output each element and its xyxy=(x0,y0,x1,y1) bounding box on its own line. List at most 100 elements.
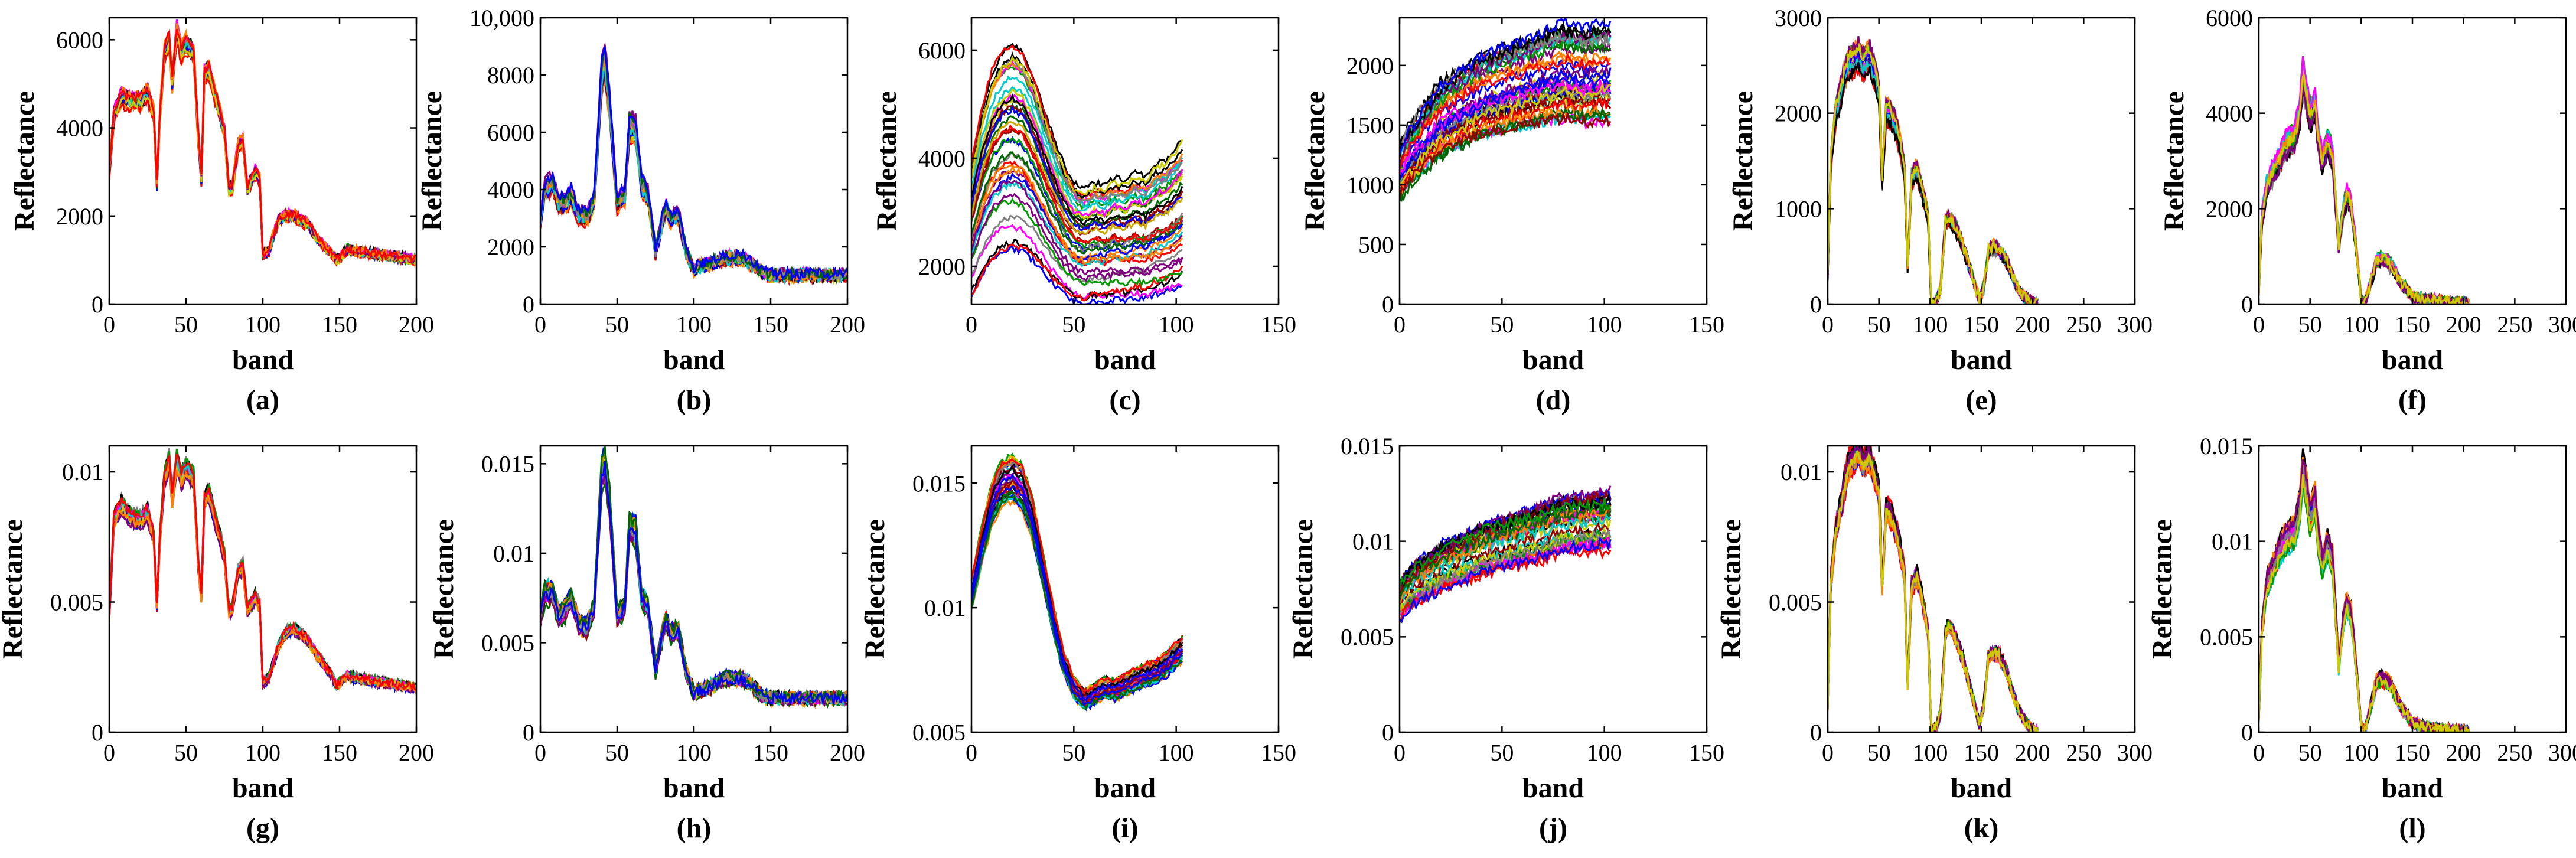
y-tick-label: 0.005 xyxy=(1341,624,1394,650)
y-tick-label: 10,000 xyxy=(469,5,534,31)
series-line xyxy=(1828,446,2038,732)
x-tick-label: 100 xyxy=(1912,739,1948,766)
y-tick-label: 0 xyxy=(92,291,103,318)
series-line xyxy=(540,456,847,706)
panel-f: 0 50 100 150 200 250 300 0 2000 4000 6000 band Refle… xyxy=(2158,5,2576,416)
series-group xyxy=(1828,446,2039,732)
panel-label: (i) xyxy=(1111,813,1138,844)
series-line xyxy=(540,464,847,706)
x-tick-label: 150 xyxy=(1964,311,1999,338)
x-tick-label: 100 xyxy=(1159,739,1194,766)
y-tick-label: 0.01 xyxy=(1352,528,1394,555)
y-tick-label: 6000 xyxy=(56,27,103,53)
x-tick-label: 50 xyxy=(1490,311,1514,338)
series-line xyxy=(971,459,1183,696)
y-tick-label: 3000 xyxy=(1775,5,1822,31)
y-axis-label: Reflectance xyxy=(9,91,40,231)
series-line xyxy=(971,494,1183,711)
series-line xyxy=(540,455,847,706)
series-line xyxy=(540,63,847,285)
series-line xyxy=(971,151,1183,255)
series-line xyxy=(2259,56,2470,304)
series-line xyxy=(540,50,847,283)
x-tick-label: 200 xyxy=(399,739,434,766)
panel-h: 0 50 100 150 200 0 0.005 0.01 0.015 band Reflectan… xyxy=(428,445,865,844)
y-tick-label: 2000 xyxy=(2206,195,2253,222)
series-line xyxy=(540,459,847,706)
y-tick-label: 0.005 xyxy=(1769,589,1822,616)
series-line xyxy=(540,48,847,280)
series-line xyxy=(540,446,847,706)
x-axis-label: band xyxy=(663,772,725,804)
x-tick-label: 0 xyxy=(2253,739,2265,766)
series-line xyxy=(540,450,847,704)
series-line xyxy=(540,80,847,286)
series-line xyxy=(971,224,1183,300)
x-axis-label: band xyxy=(2382,772,2443,804)
series-line xyxy=(540,458,847,706)
y-tick-label: 0 xyxy=(523,291,534,318)
x-axis-label: band xyxy=(1951,772,2012,804)
panel-label: (b) xyxy=(677,384,712,416)
series-line xyxy=(1400,536,1612,624)
series-line xyxy=(1400,82,1611,185)
series-line xyxy=(1400,82,1611,176)
series-line xyxy=(1828,450,2039,732)
y-axis-label: Reflectance xyxy=(1299,91,1331,231)
panel-label: (a) xyxy=(246,384,279,416)
series-line xyxy=(2259,81,2470,304)
series-group xyxy=(540,42,847,286)
x-tick-label: 100 xyxy=(676,311,712,338)
series-line xyxy=(971,86,1183,212)
series-line xyxy=(1400,111,1612,200)
x-axis-label: band xyxy=(232,772,294,804)
x-tick-label: 150 xyxy=(2395,739,2430,766)
series-line xyxy=(971,485,1183,707)
series-line xyxy=(971,55,1183,195)
series-line xyxy=(1828,446,2039,732)
series-line xyxy=(2259,74,2470,304)
x-tick-label: 50 xyxy=(174,739,198,766)
x-tick-label: 0 xyxy=(966,739,977,766)
x-tick-label: 250 xyxy=(2066,739,2101,766)
y-tick-label: 0.01 xyxy=(924,595,966,621)
series-line xyxy=(540,73,847,285)
series-line xyxy=(2259,76,2470,304)
y-tick-label: 0.01 xyxy=(2212,528,2253,555)
panel-c: 0 50 100 150 2000 4000 6000 band Reflectance (c) xyxy=(871,17,1296,416)
axes-frame xyxy=(539,17,849,305)
series-line xyxy=(1828,43,2039,304)
y-tick-label: 0.015 xyxy=(2200,433,2253,459)
x-tick-label: 200 xyxy=(399,311,434,338)
x-tick-label: 50 xyxy=(1062,739,1085,766)
series-line xyxy=(2259,63,2470,304)
axes-frame xyxy=(970,17,1280,305)
y-axis-label: Reflectance xyxy=(416,91,448,231)
x-tick-label: 50 xyxy=(1867,311,1891,338)
y-tick-label: 0 xyxy=(2241,291,2253,318)
x-tick-label: 50 xyxy=(605,311,629,338)
series-line xyxy=(540,65,847,285)
x-tick-label: 200 xyxy=(2446,739,2482,766)
series-group xyxy=(971,42,1183,304)
series-line xyxy=(2259,459,2470,732)
x-tick-label: 0 xyxy=(103,739,115,766)
y-axis-label: Reflectance xyxy=(2158,91,2190,231)
panel-i: 0 50 100 150 0.005 0.01 0.015 band Reflectance (i… xyxy=(859,445,1296,844)
series-line xyxy=(1828,446,2039,732)
x-tick-label: 150 xyxy=(753,739,788,766)
series-line xyxy=(971,124,1183,244)
series-line xyxy=(109,453,416,691)
series-line xyxy=(540,58,847,285)
series-line xyxy=(540,55,847,284)
panel-l: 0 50 100 150 200 250 300 0 0.005 0.01 0.015 band Ref… xyxy=(2147,433,2576,844)
series-line xyxy=(1828,457,2038,732)
series-line xyxy=(540,53,847,284)
series-group xyxy=(1400,485,1612,624)
y-tick-label: 6000 xyxy=(918,37,966,64)
panel-j: 0 50 100 150 0 0.005 0.01 0.015 band Reflectance (… xyxy=(1287,433,1724,844)
x-tick-label: 250 xyxy=(2497,311,2532,338)
y-tick-label: 0 xyxy=(1810,719,1822,746)
series-line xyxy=(971,42,1183,190)
series-line xyxy=(540,449,847,706)
